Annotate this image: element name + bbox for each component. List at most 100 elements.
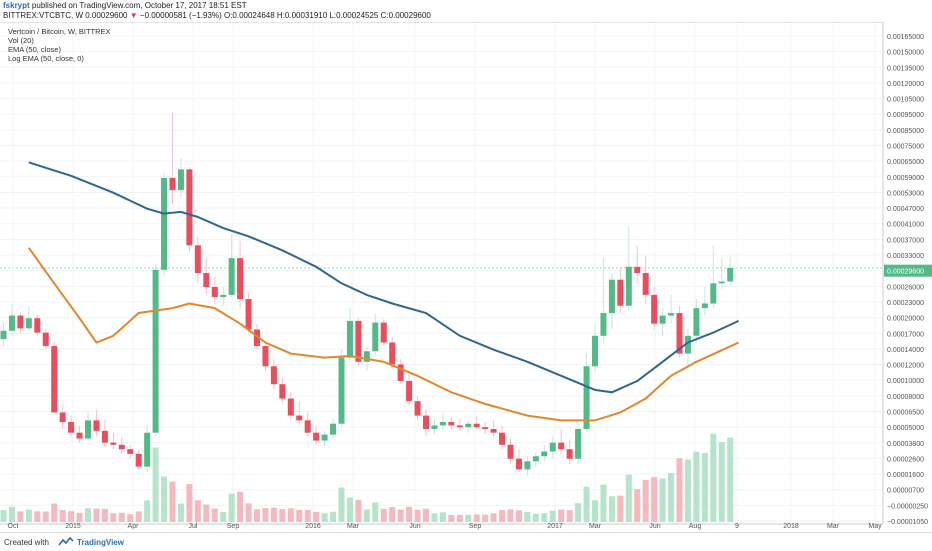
price-tick-label: 0.00010000 [887, 378, 924, 385]
volume-bar [17, 511, 24, 522]
price-tick-label: −0.00000250 [887, 503, 928, 510]
legend-ema: EMA (50, close) [8, 45, 61, 54]
symbol-line: BITTREX:VTCBTC, W 0.00029600 ▼ −0.000005… [3, 11, 431, 21]
volume-bar [262, 508, 269, 522]
volume-bar [42, 511, 49, 522]
price-tick-label: −0.00001050 [887, 519, 928, 526]
candle-body [42, 332, 49, 347]
candle-body [642, 273, 649, 295]
volume-bar [110, 513, 117, 522]
volume-bar [76, 512, 83, 522]
change-arrow: ▼ [129, 11, 138, 20]
time-axis: Oct 2015 Apr Jul Sep 2016 Mar Jun Sep 2017 Mar Jun A… [8, 523, 883, 530]
volume-bar [439, 512, 446, 522]
ohlc-close: C:0.00029600 [380, 11, 431, 20]
candle-body [465, 423, 472, 428]
price-tick-label: 0.00041000 [887, 222, 924, 229]
volume-bar [380, 508, 387, 522]
candle-body [659, 315, 666, 324]
volume-bar [541, 513, 548, 522]
time-tick-label: Oct [8, 523, 19, 530]
volume-bar [482, 514, 489, 522]
brand-name[interactable]: TradingView [77, 538, 124, 547]
candle-body [25, 318, 32, 329]
candle-body [651, 294, 658, 324]
volume-bar [144, 500, 151, 522]
time-tick-label: Sep [469, 523, 482, 530]
time-tick-label: Mar [827, 523, 840, 530]
volume-bar [228, 493, 235, 522]
volume-bar [431, 513, 438, 522]
candle-body [634, 266, 641, 274]
price-tick-label: 0.00001600 [887, 472, 924, 479]
price-chart[interactable]: 0.00165000 0.00150000 0.00135000 0.00120000… [0, 22, 932, 532]
time-tick-label: Aug [689, 523, 702, 530]
candle-body [727, 268, 734, 282]
candle-body [625, 266, 632, 306]
volume-bar [211, 508, 218, 522]
volume-bar [346, 497, 353, 522]
time-tick-label: 9 [735, 523, 739, 530]
volume-bar [245, 503, 252, 522]
candle-body [549, 442, 556, 452]
volume-bar [499, 510, 506, 522]
volume-bar [68, 511, 75, 522]
volume-bar [515, 510, 522, 522]
candle-body [380, 322, 387, 343]
volume-bar [524, 512, 531, 522]
volume-bar [220, 512, 227, 522]
created-with-text: Created with [4, 538, 49, 547]
volume-bar [389, 506, 396, 522]
price-tick-label: 0.00059000 [887, 175, 924, 182]
candle-body [431, 425, 438, 429]
candle-body [17, 315, 24, 329]
candle-body [406, 380, 413, 402]
candle-body [330, 423, 337, 435]
log-ema-line [27, 247, 740, 422]
candle-body [701, 303, 708, 309]
candle-body [617, 279, 624, 306]
candle-body [304, 420, 311, 433]
candle-body [372, 322, 379, 352]
volume-bar [59, 510, 66, 522]
chart-grid [0, 22, 883, 524]
price-tick-label: 0.00006500 [887, 409, 924, 416]
time-tick-label: Apr [128, 523, 140, 530]
candle-body [558, 442, 565, 450]
volume-bar [203, 504, 210, 522]
candle-body [237, 258, 244, 300]
candle-body [177, 169, 184, 191]
time-tick-label: Mar [589, 523, 602, 530]
author-link[interactable]: fskrypt [3, 1, 30, 10]
candle-body [338, 357, 345, 424]
volume-bar [490, 513, 497, 522]
candle-body [473, 423, 480, 428]
volume-bar [169, 481, 176, 522]
volume-bar [338, 487, 345, 522]
candle-body [279, 384, 286, 399]
price-tick-label: 0.00033000 [887, 253, 924, 260]
price-tick-label: 0.00095000 [887, 112, 924, 119]
chart-legend: Vertcoin / Bitcoin, W, BITTREX Vol (20) … [8, 27, 111, 63]
candle-body [211, 286, 218, 297]
candle-body [439, 422, 446, 426]
price-tick-label: 0.00029600 [887, 269, 924, 276]
candle-body [220, 294, 227, 297]
candle-body [541, 451, 548, 457]
legend-vol: Vol (20) [8, 36, 34, 45]
price-tick-label: 0.00005000 [887, 425, 924, 432]
candle-body [101, 430, 108, 443]
candle-body [693, 308, 700, 336]
price-tick-label: 0.00002600 [887, 456, 924, 463]
volume-bar [101, 508, 108, 522]
volume-bar [693, 451, 700, 522]
candle-body [296, 415, 303, 421]
volume-bar [684, 459, 691, 522]
volume-bar [473, 514, 480, 522]
volume-bar [456, 514, 463, 522]
candle-body [127, 449, 134, 454]
candle-body [186, 169, 193, 246]
price-tick-label: 0.00026000 [887, 284, 924, 291]
candle-body [668, 313, 675, 316]
volume-bar [406, 506, 413, 522]
